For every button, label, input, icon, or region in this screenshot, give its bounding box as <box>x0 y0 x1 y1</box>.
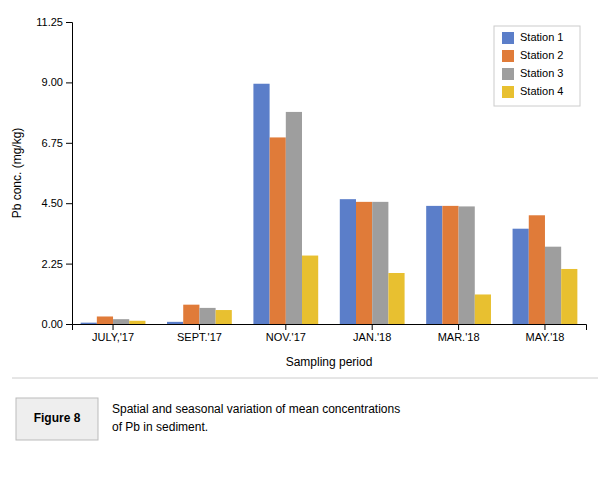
bar <box>459 206 475 324</box>
tick-mark <box>66 143 72 144</box>
bar-series <box>113 112 561 324</box>
bar <box>356 202 372 324</box>
legend-swatch <box>502 86 514 98</box>
bar <box>302 256 318 324</box>
bar <box>167 322 183 324</box>
figure-label: Figure 8 <box>34 411 81 425</box>
tick-label: JAN.'18 <box>353 331 391 343</box>
bar <box>529 215 545 324</box>
legend-label: Station 3 <box>520 67 563 79</box>
legend-swatch <box>502 50 514 62</box>
bar <box>97 316 113 324</box>
bar <box>216 310 232 324</box>
bar <box>81 323 97 324</box>
tick-mark <box>66 203 72 204</box>
tick-label: NOV.'17 <box>266 331 306 343</box>
legend: Station 1 Station 2 Station 3 Station 4 <box>494 26 580 106</box>
bar <box>129 321 145 324</box>
legend-label: Station 2 <box>520 49 563 61</box>
tick-label: SEPT.'17 <box>177 331 222 343</box>
tick-mark <box>66 264 72 265</box>
tick: JULY,'17 <box>92 324 134 343</box>
tick-label: 0.00 <box>42 318 63 330</box>
bar-series <box>81 84 529 324</box>
caption: Spatial and seasonal variation of mean c… <box>112 402 400 434</box>
tick-label: MAY.'18 <box>525 331 564 343</box>
tick-mark <box>66 82 72 83</box>
tick-label: 11.25 <box>36 16 63 28</box>
x-axis-title: Sampling period <box>286 355 373 369</box>
bar <box>561 269 577 324</box>
bar <box>113 319 129 324</box>
legend-swatch <box>502 68 514 80</box>
y-axis: 0.00 2.25 4.50 6.75 9.00 11.25 <box>36 16 72 330</box>
tick: MAR.'18 <box>438 324 480 343</box>
tick: 9.00 <box>42 76 72 88</box>
legend-item: Station 3 <box>502 67 563 80</box>
bar <box>199 308 215 324</box>
tick-mark <box>113 324 114 330</box>
chart: 0.00 2.25 4.50 6.75 9.00 11.25 JULY,'17 SEPT.'1… <box>0 0 610 484</box>
bar <box>426 206 442 324</box>
bar <box>545 247 561 324</box>
bar <box>372 202 388 324</box>
plot: 0.00 2.25 4.50 6.75 9.00 11.25 JULY,'17 SEPT.'1… <box>36 16 586 343</box>
x-axis: JULY,'17 SEPT.'17 NOV.'17 JAN.'18 MAR.'18 MAY… <box>73 324 587 343</box>
tick: 6.75 <box>42 137 72 149</box>
legend-item: Station 2 <box>502 49 563 62</box>
legend-box <box>494 26 580 106</box>
tick: JAN.'18 <box>353 324 391 343</box>
tick-mark <box>66 324 72 325</box>
tick: SEPT.'17 <box>177 324 222 343</box>
tick-label: JULY,'17 <box>92 331 134 343</box>
bar-series <box>97 137 545 324</box>
tick: 2.25 <box>42 258 72 270</box>
tick: 11.25 <box>36 16 72 28</box>
bar <box>340 199 356 324</box>
axis-line <box>73 325 587 331</box>
bars <box>81 84 578 324</box>
tick-label: 4.50 <box>42 197 63 209</box>
bar <box>475 294 491 324</box>
tick-mark <box>66 22 72 23</box>
tick-label: 6.75 <box>42 137 63 149</box>
tick-mark <box>199 324 200 330</box>
bar <box>286 112 302 324</box>
bar <box>442 206 458 324</box>
tick-mark <box>544 324 545 330</box>
tick: 4.50 <box>42 197 72 209</box>
legend-swatch <box>502 32 514 44</box>
bar <box>183 305 199 324</box>
bar <box>253 84 269 324</box>
legend-item: Station 1 <box>502 31 563 44</box>
tick-mark <box>458 324 459 330</box>
separator <box>12 378 598 379</box>
tick-mark <box>285 324 286 330</box>
bar <box>388 273 404 324</box>
bar-series <box>129 256 577 324</box>
tick-label: 9.00 <box>42 76 63 88</box>
bar <box>513 229 529 324</box>
tick-mark <box>372 324 373 330</box>
axis-line <box>66 23 73 325</box>
y-axis-title: Pb conc. (mg/kg) <box>10 128 24 219</box>
tick: MAY.'18 <box>525 324 564 343</box>
tick: NOV.'17 <box>266 324 306 343</box>
legend-label: Station 1 <box>520 31 563 43</box>
legend-item: Station 4 <box>502 85 563 98</box>
legend-label: Station 4 <box>520 85 563 97</box>
tick: 0.00 <box>42 318 72 330</box>
tick-label: 2.25 <box>42 258 63 270</box>
figure-label-box <box>16 398 98 440</box>
bar <box>270 137 286 324</box>
tick-label: MAR.'18 <box>438 331 480 343</box>
